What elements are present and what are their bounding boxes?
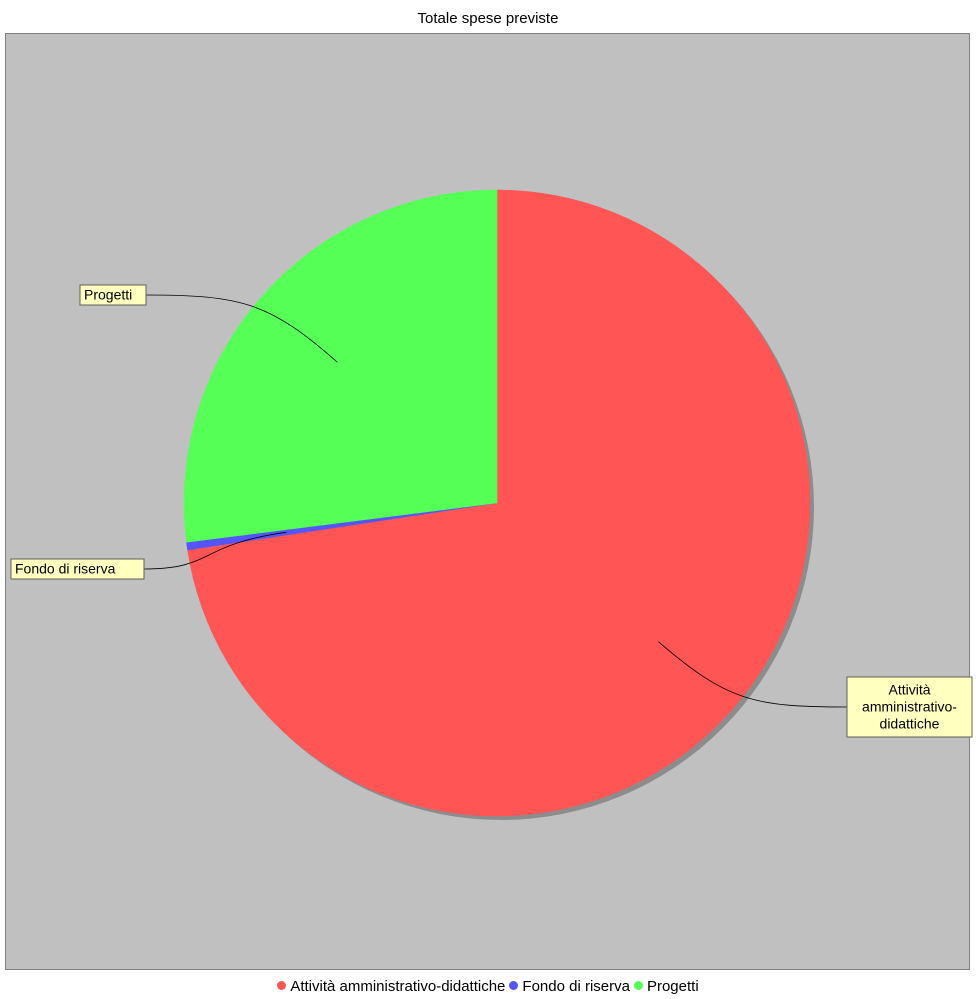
legend-item: Fondo di riserva [509, 978, 630, 995]
slice-label: Fondo di riserva [15, 561, 116, 577]
slice-label: Attività [888, 682, 930, 698]
legend-dot-icon [509, 981, 518, 990]
legend: Attività amministrativo-didattiche Fondo … [0, 978, 976, 995]
legend-item: Progetti [634, 978, 699, 995]
pie-slice-progetti [184, 190, 497, 542]
legend-label: Progetti [647, 978, 699, 995]
slice-label: didattiche [880, 716, 940, 732]
legend-label: Attività amministrativo-didattiche [290, 978, 505, 995]
slice-label: Progetti [84, 287, 132, 303]
legend-dot-icon [277, 981, 286, 990]
pie-slices [184, 190, 810, 816]
legend-dot-icon [634, 981, 643, 990]
legend-item: Attività amministrativo-didattiche [277, 978, 505, 995]
legend-label: Fondo di riserva [522, 978, 630, 995]
slice-label: amministrativo- [862, 699, 957, 715]
